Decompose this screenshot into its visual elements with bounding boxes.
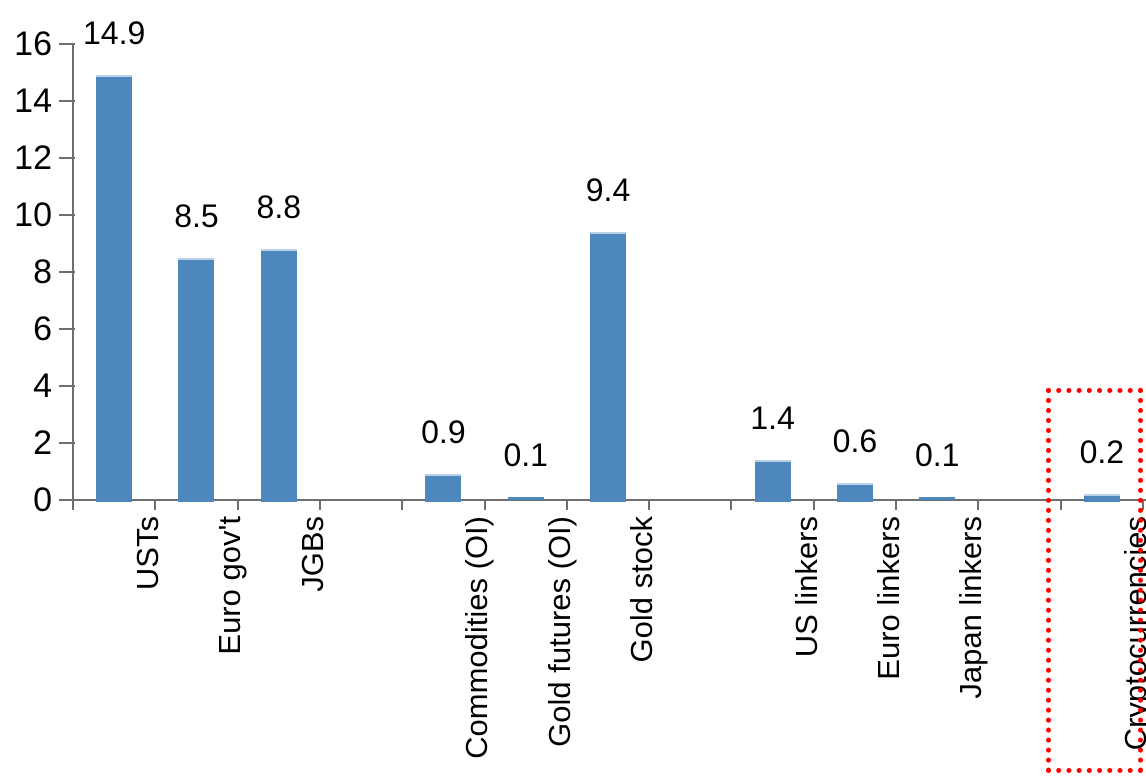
x-axis-tick bbox=[730, 500, 733, 510]
y-tick-label: 0 bbox=[33, 481, 52, 519]
x-axis-tick bbox=[72, 500, 74, 510]
y-axis-tick bbox=[59, 328, 75, 330]
x-axis-tick bbox=[895, 500, 898, 510]
y-tick-label: 12 bbox=[14, 139, 52, 177]
category-label: Euro gov't bbox=[212, 516, 248, 655]
bar-value-label: 1.4 bbox=[750, 400, 795, 437]
y-axis-tick bbox=[59, 100, 75, 102]
bar-value-label: 9.4 bbox=[585, 172, 631, 209]
x-axis-tick bbox=[236, 500, 239, 510]
bar bbox=[836, 482, 873, 502]
x-axis-tick bbox=[565, 500, 568, 510]
y-axis-tick bbox=[59, 157, 75, 159]
category-label: JGBs bbox=[294, 516, 330, 592]
y-axis-line bbox=[72, 44, 74, 510]
category-label: Commodities (OI) bbox=[459, 516, 495, 759]
bar bbox=[425, 474, 462, 502]
x-axis-tick bbox=[1142, 500, 1144, 510]
bar-value-label: 8.5 bbox=[174, 197, 219, 234]
x-axis-tick bbox=[1059, 500, 1062, 510]
category-label: Euro linkers bbox=[870, 516, 906, 680]
bar-value-label: 0.9 bbox=[421, 414, 466, 451]
category-label: Gold futures (OI) bbox=[541, 516, 577, 747]
bar bbox=[919, 497, 956, 500]
x-axis-tick bbox=[812, 500, 815, 510]
y-tick-label: 6 bbox=[33, 310, 52, 348]
bar bbox=[178, 257, 215, 502]
x-axis-tick bbox=[648, 500, 651, 510]
highlight-box bbox=[1046, 388, 1143, 773]
y-axis-tick bbox=[59, 442, 75, 444]
bar bbox=[1083, 494, 1120, 502]
y-axis-tick bbox=[59, 271, 75, 273]
y-axis-tick bbox=[59, 214, 75, 216]
y-tick-label: 4 bbox=[33, 367, 52, 405]
category-label: Gold stock bbox=[624, 516, 659, 663]
bar bbox=[590, 232, 626, 502]
y-axis-tick bbox=[59, 43, 75, 45]
y-axis-tick bbox=[59, 385, 75, 387]
y-tick-label: 14 bbox=[14, 82, 52, 120]
category-label: USTs bbox=[130, 516, 166, 591]
y-axis-tick bbox=[59, 499, 75, 501]
bar bbox=[754, 460, 791, 502]
category-label: Japan linkers bbox=[953, 516, 989, 699]
x-axis-tick bbox=[483, 500, 486, 510]
bar-value-label: 14.9 bbox=[83, 15, 146, 52]
x-axis-tick bbox=[977, 500, 980, 510]
bar bbox=[260, 249, 297, 502]
category-label: US linkers bbox=[788, 516, 824, 658]
y-tick-label: 8 bbox=[33, 253, 52, 291]
bar-value-label: 0.1 bbox=[914, 437, 960, 474]
x-axis-tick bbox=[318, 500, 321, 510]
bar-value-label: 0.2 bbox=[1079, 434, 1125, 471]
bar-value-label: 0.6 bbox=[832, 422, 878, 459]
y-tick-label: 16 bbox=[14, 25, 52, 63]
y-tick-label: 10 bbox=[14, 196, 52, 234]
bar-value-label: 0.1 bbox=[503, 437, 548, 474]
bar-value-label: 8.8 bbox=[256, 189, 302, 226]
x-axis-tick bbox=[154, 500, 157, 510]
bar bbox=[507, 497, 544, 500]
y-tick-label: 2 bbox=[33, 424, 52, 462]
bar bbox=[96, 75, 133, 502]
x-axis-tick bbox=[401, 500, 404, 510]
